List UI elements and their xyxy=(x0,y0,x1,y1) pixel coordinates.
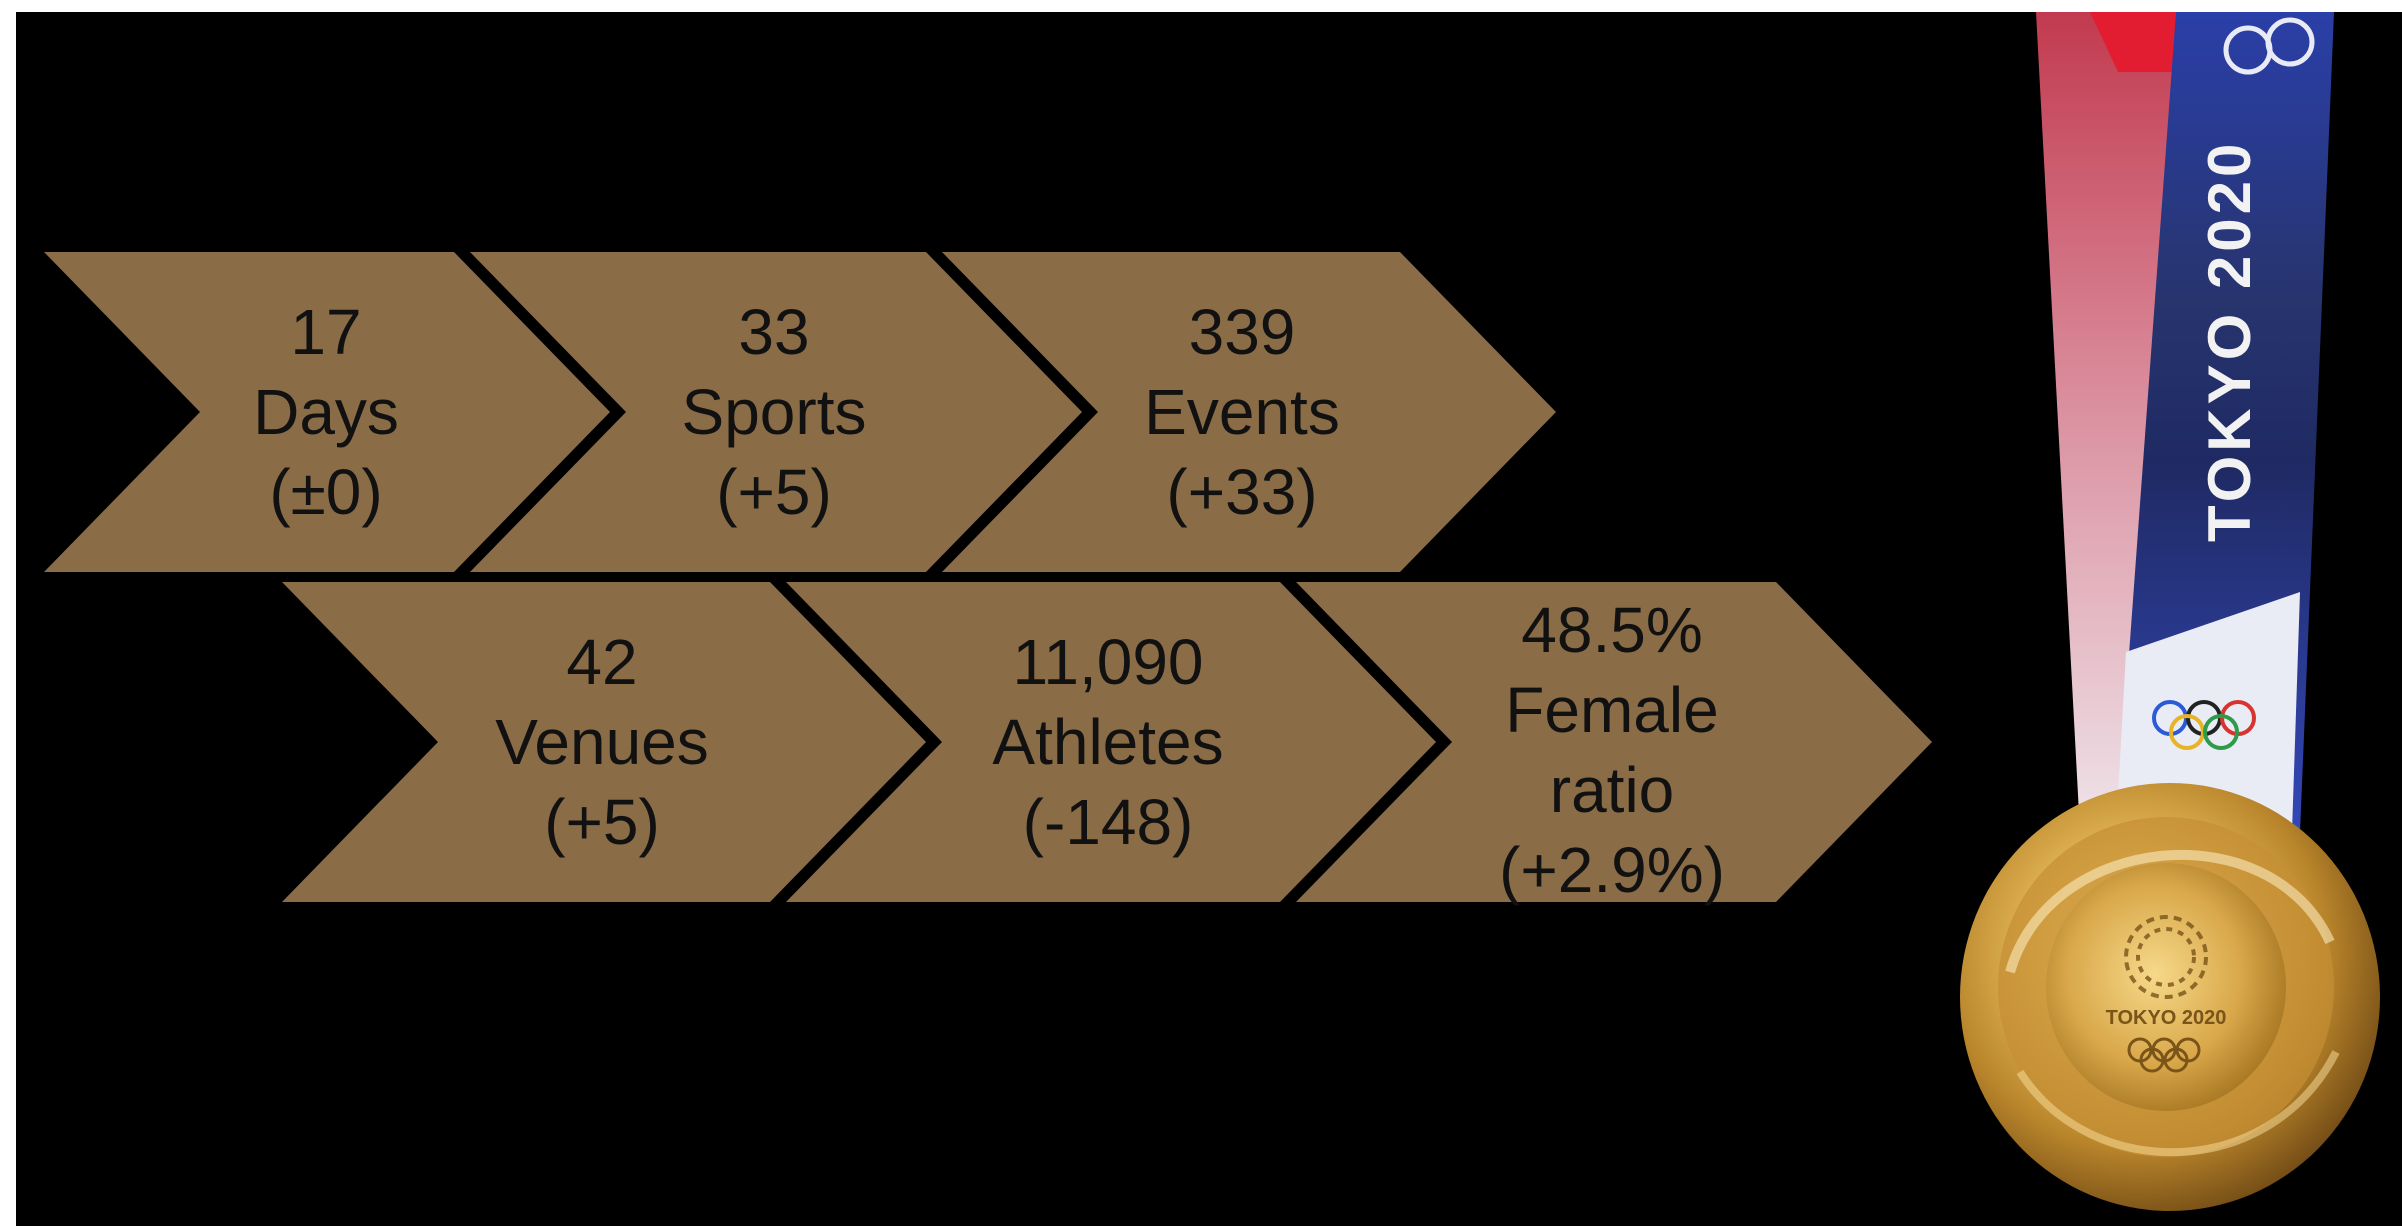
chevron-sports xyxy=(470,252,1082,572)
medal-tokyo-2020-text: TOKYO 2020 xyxy=(2106,1007,2227,1029)
stat-change: (±0) xyxy=(269,456,383,528)
stat-label: Venues xyxy=(495,706,709,778)
stat-label-2: ratio xyxy=(1549,754,1675,826)
stat-change: (+5) xyxy=(716,456,832,528)
stat-value: 17 xyxy=(290,296,362,368)
stat-label: Events xyxy=(1144,376,1340,448)
stat-label: Days xyxy=(253,376,399,448)
stat-value: 48.5% xyxy=(1521,594,1703,666)
stat-label: Athletes xyxy=(992,706,1224,778)
stat-change: (-148) xyxy=(1022,786,1194,858)
stat-athletes: 11,090 Athletes (-148) xyxy=(958,622,1258,862)
chevron-athletes xyxy=(786,582,1436,902)
stat-label: Female xyxy=(1505,674,1719,746)
ribbon-tokyo-2020-text: TOKYO 2020 xyxy=(2196,140,2263,542)
stat-sports: 33 Sports (+5) xyxy=(624,292,924,532)
chevron-venues xyxy=(282,582,926,902)
stat-events: 339 Events (+33) xyxy=(1092,292,1392,532)
chevron-days xyxy=(44,252,610,572)
stat-label: Sports xyxy=(681,376,867,448)
stat-change: (+33) xyxy=(1166,456,1318,528)
stat-value: 42 xyxy=(566,626,638,698)
chevron-events xyxy=(942,252,1556,572)
stat-change: (+5) xyxy=(544,786,660,858)
chevron-process-diagram xyxy=(44,252,1932,902)
stat-venues: 42 Venues (+5) xyxy=(452,622,752,862)
stat-female-ratio: 48.5% Female ratio (+2.9%) xyxy=(1462,590,1762,910)
stat-value: 11,090 xyxy=(1012,626,1204,698)
stat-value: 339 xyxy=(1188,296,1296,368)
stat-days: 17 Days (±0) xyxy=(176,292,476,532)
chevron-female-ratio xyxy=(1296,582,1932,902)
stat-value: 33 xyxy=(738,296,810,368)
slide: 17 Days (±0) 33 Sports (+5) 339 Events (… xyxy=(16,12,2402,1226)
tokyo-2020-gold-medal-image: TOKYO 2020 TOKYO 2020 xyxy=(1960,12,2380,1211)
stat-change: (+2.9%) xyxy=(1499,834,1725,906)
